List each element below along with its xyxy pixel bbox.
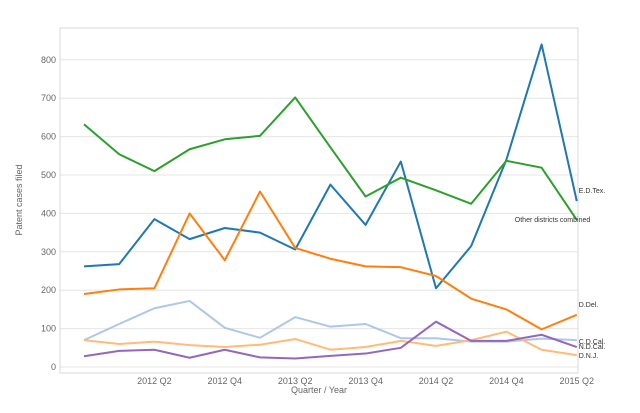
x-tick-label: 2015 Q2: [560, 376, 595, 386]
y-tick-label: 300: [41, 247, 56, 257]
series-label: N.D.Cal.: [579, 344, 606, 351]
y-tick-label: 800: [41, 55, 56, 65]
series-lines: [83, 43, 578, 360]
series-label: E.D.Tex.: [579, 188, 606, 195]
y-tick-label: 700: [41, 93, 56, 103]
plot-area: [59, 27, 579, 374]
x-tick-label: 2014 Q4: [489, 376, 524, 386]
y-axis-ticks: 0 100 200 300 400 500 600 700 800: [41, 55, 56, 372]
x-tick-label: 2012 Q2: [137, 376, 172, 386]
series-line-2: [83, 190, 578, 331]
x-tick-label: 2013 Q4: [348, 376, 383, 386]
series-line-4: [83, 330, 577, 357]
x-axis-label: Quarter / Year: [291, 385, 347, 395]
x-tick-label: 2013 Q2: [278, 376, 313, 386]
y-tick-label: 600: [41, 132, 56, 142]
y-tick-label: 500: [41, 170, 56, 180]
x-axis-ticks: 2012 Q2 2012 Q4 2013 Q2 2013 Q4 2014 Q2 2014 …: [137, 376, 594, 386]
series-line-0: [83, 43, 578, 290]
y-tick-label: 100: [41, 324, 56, 334]
series-line-3: [83, 299, 577, 343]
gridlines: [60, 59, 578, 368]
series-label: C.D.Cal.: [579, 339, 606, 346]
series-line-1: [83, 96, 578, 221]
x-tick-label: 2012 Q4: [208, 376, 243, 386]
series-label: D.Del.: [579, 302, 599, 309]
series-labels: E.D.Tex. Other districts combined D.Del. C.…: [515, 188, 606, 360]
series-label: Other districts combined: [515, 217, 591, 224]
y-tick-label: 0: [51, 362, 56, 372]
y-tick-label: 400: [41, 208, 56, 218]
y-axis-label: Patent cases filed: [14, 164, 24, 235]
y-tick-label: 200: [41, 285, 56, 295]
series-label: D.N.J.: [579, 353, 599, 360]
x-tick-label: 2014 Q2: [419, 376, 454, 386]
series-line-5: [83, 320, 578, 360]
